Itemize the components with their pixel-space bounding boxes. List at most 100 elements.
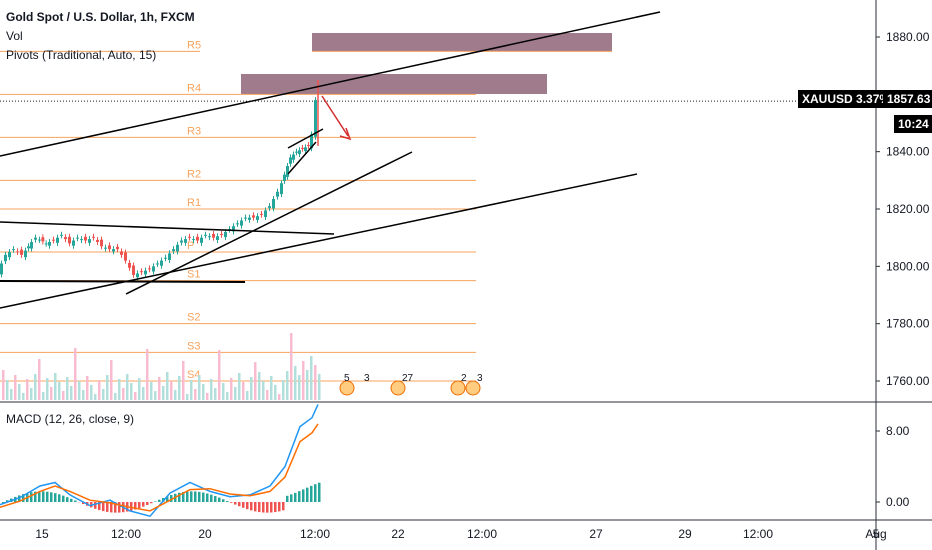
event-label: 5 <box>344 373 350 384</box>
candle-body <box>144 270 147 275</box>
event-label: 3 <box>364 373 370 384</box>
macd-hist-bar <box>46 491 49 502</box>
volume-bar <box>170 381 173 400</box>
macd-hist-bar <box>142 502 145 507</box>
candle-body <box>128 262 131 268</box>
candle-body <box>256 216 259 220</box>
countdown-badge: 10:24 <box>894 115 932 133</box>
macd-hist-bar <box>282 502 285 511</box>
price-tick-label: 1800.00 <box>886 259 930 273</box>
volume-bar <box>50 387 53 400</box>
legend-volume[interactable]: Vol <box>6 29 23 43</box>
macd-hist-bar <box>194 491 197 502</box>
volume-bar <box>246 391 249 400</box>
volume-bar <box>218 350 221 400</box>
candle-body <box>4 254 7 262</box>
event-flag-icon <box>465 380 481 396</box>
pivot-label-s3: S3 <box>187 340 200 352</box>
macd-hist-bar <box>286 495 289 502</box>
time-tick-label: 12:00 <box>467 527 497 541</box>
volume-bar <box>250 377 253 400</box>
candle-body <box>44 243 48 245</box>
macd-tick-label: 0.00 <box>886 495 910 509</box>
candle-body <box>168 253 171 261</box>
macd-hist-bar <box>278 502 281 512</box>
macd-hist-bar <box>130 502 133 511</box>
candle-body <box>136 273 139 278</box>
candle-body <box>244 217 247 219</box>
candle-body <box>64 237 67 240</box>
volume-bar <box>122 388 125 400</box>
macd-hist-bar <box>254 502 257 512</box>
volume-bar <box>38 359 41 400</box>
candle-body <box>280 183 283 195</box>
volume-bar <box>282 380 285 400</box>
macd-hist-bar <box>234 502 237 505</box>
macd-hist-bar <box>238 502 241 507</box>
macd-hist-bar <box>230 502 233 503</box>
candle-body <box>52 239 55 241</box>
candle-body <box>156 263 159 265</box>
candle-body <box>224 231 227 238</box>
macd-hist-bar <box>206 493 209 502</box>
candle-body <box>84 236 87 241</box>
time-tick-label: 20 <box>198 527 212 541</box>
macd-hist-bar <box>134 502 137 510</box>
macd-hist-bar <box>214 496 217 502</box>
candle-body <box>301 147 304 149</box>
pivot-label-r1: R1 <box>187 197 201 209</box>
volume-bar <box>42 392 45 400</box>
pivot-label-r5: R5 <box>187 39 201 51</box>
volume-bar <box>14 375 17 400</box>
volume-bar <box>106 375 109 400</box>
volume-bar <box>274 385 277 400</box>
volume-bar <box>194 389 197 400</box>
candle-body <box>295 151 298 153</box>
macd-hist-bar <box>94 502 97 509</box>
macd-hist-bar <box>294 492 297 502</box>
candle-body <box>34 237 37 240</box>
candle-body <box>72 240 75 246</box>
volume-bar <box>26 379 29 400</box>
macd-hist-bar <box>42 491 45 502</box>
candle-body <box>92 236 95 238</box>
volume-bar <box>294 366 297 400</box>
candle-body <box>8 252 11 258</box>
macd-hist-bar <box>170 495 173 502</box>
candle-body <box>148 268 151 270</box>
candle-body <box>220 233 223 235</box>
candle-body <box>68 236 71 244</box>
candle-body <box>12 249 15 251</box>
legend-symbol[interactable]: Gold Spot / U.S. Dollar, 1h, FXCM <box>6 10 195 24</box>
volume-bar <box>126 374 129 400</box>
candle-body <box>252 215 255 218</box>
macd-hist-bar <box>246 502 249 510</box>
volume-bar <box>142 387 145 400</box>
macd-hist-bar <box>82 502 85 505</box>
candle-body <box>48 241 51 246</box>
price-tick-label: 1760.00 <box>886 374 930 388</box>
volume-bar <box>22 393 25 400</box>
trendline <box>0 280 246 283</box>
candle-body <box>196 236 199 241</box>
macd-hist-bar <box>34 491 37 502</box>
volume-bar <box>62 391 65 400</box>
volume-bar <box>86 376 89 400</box>
candle-body <box>264 210 267 218</box>
volume-bar <box>66 377 69 400</box>
macd-hist-bar <box>310 485 313 502</box>
volume-bar <box>302 361 305 400</box>
candle-body <box>116 246 119 250</box>
price-badge: 1857.63 <box>883 90 932 108</box>
candle-body <box>286 166 289 177</box>
price-tick-label: 1780.00 <box>886 317 930 331</box>
volume-bar <box>270 376 273 400</box>
macd-hist-bar <box>30 492 33 502</box>
candle-body <box>307 145 310 147</box>
volume-bar <box>222 383 225 400</box>
legend-pivots[interactable]: Pivots (Traditional, Auto, 15) <box>6 48 157 62</box>
volume-bar <box>58 382 61 400</box>
macd-hist-bar <box>138 502 141 509</box>
macd-legend[interactable]: MACD (12, 26, close, 9) <box>6 412 135 426</box>
